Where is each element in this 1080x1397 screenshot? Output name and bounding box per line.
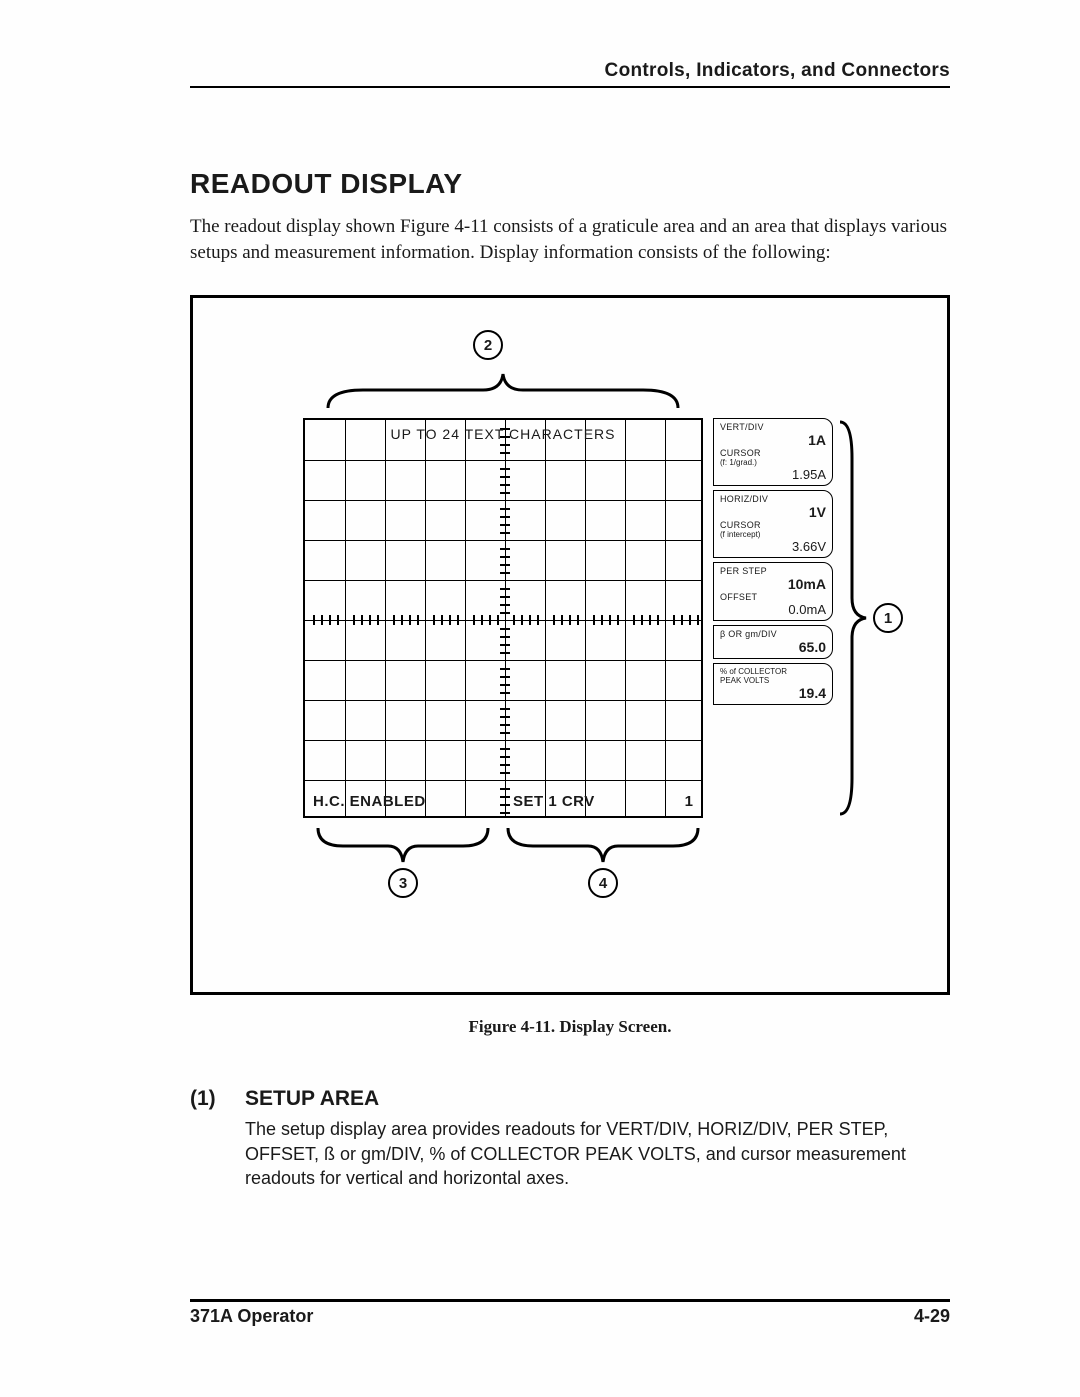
setup-vert-div: VERT/DIV 1A CURSOR (f: 1/grad.) 1.95A	[713, 418, 833, 486]
brace-bottom-right	[503, 826, 703, 866]
figure-caption: Figure 4-11. Display Screen.	[190, 1017, 950, 1037]
graticule-crv-num: 1	[685, 793, 693, 810]
callout-1: 1	[873, 603, 903, 633]
brace-bottom-left	[313, 826, 493, 866]
setup-per-step: PER STEP 10mA OFFSET 0.0mA	[713, 562, 833, 621]
footer-right: 4-29	[914, 1306, 950, 1327]
callout-4: 4	[588, 868, 618, 898]
callout-3: 3	[388, 868, 418, 898]
subsection-number: (1)	[190, 1087, 245, 1190]
brace-right	[838, 418, 868, 818]
intro-paragraph: The readout display shown Figure 4-11 co…	[190, 214, 950, 265]
footer-left: 371A Operator	[190, 1306, 313, 1327]
section-title: READOUT DISPLAY	[190, 168, 950, 200]
graticule-hc-enabled: H.C. ENABLED	[313, 793, 426, 810]
section-header: Controls, Indicators, and Connectors	[190, 60, 950, 88]
setup-horiz-div: HORIZ/DIV 1V CURSOR (f intercept) 3.66V	[713, 490, 833, 558]
page-footer: 371A Operator 4-29	[190, 1299, 950, 1327]
subsection-text: The setup display area provides readouts…	[245, 1117, 950, 1190]
graticule-text-row: UP TO 24 TEXT CHARACTERS	[305, 426, 701, 442]
subsection-setup-area: (1) SETUP AREA The setup display area pr…	[190, 1087, 950, 1190]
subsection-title: SETUP AREA	[245, 1087, 950, 1111]
setup-peak-volts: % of COLLECTOR PEAK VOLTS 19.4	[713, 663, 833, 705]
callout-2: 2	[473, 330, 503, 360]
graticule: UP TO 24 TEXT CHARACTERS H.C. ENABLED SE…	[303, 418, 703, 818]
setup-beta-gm: β OR gm/DIV 65.0	[713, 625, 833, 659]
figure-container: 2	[190, 295, 950, 995]
graticule-set-crv: SET 1 CRV	[513, 793, 595, 810]
brace-top	[323, 370, 683, 410]
setup-area: VERT/DIV 1A CURSOR (f: 1/grad.) 1.95A HO…	[713, 418, 833, 709]
